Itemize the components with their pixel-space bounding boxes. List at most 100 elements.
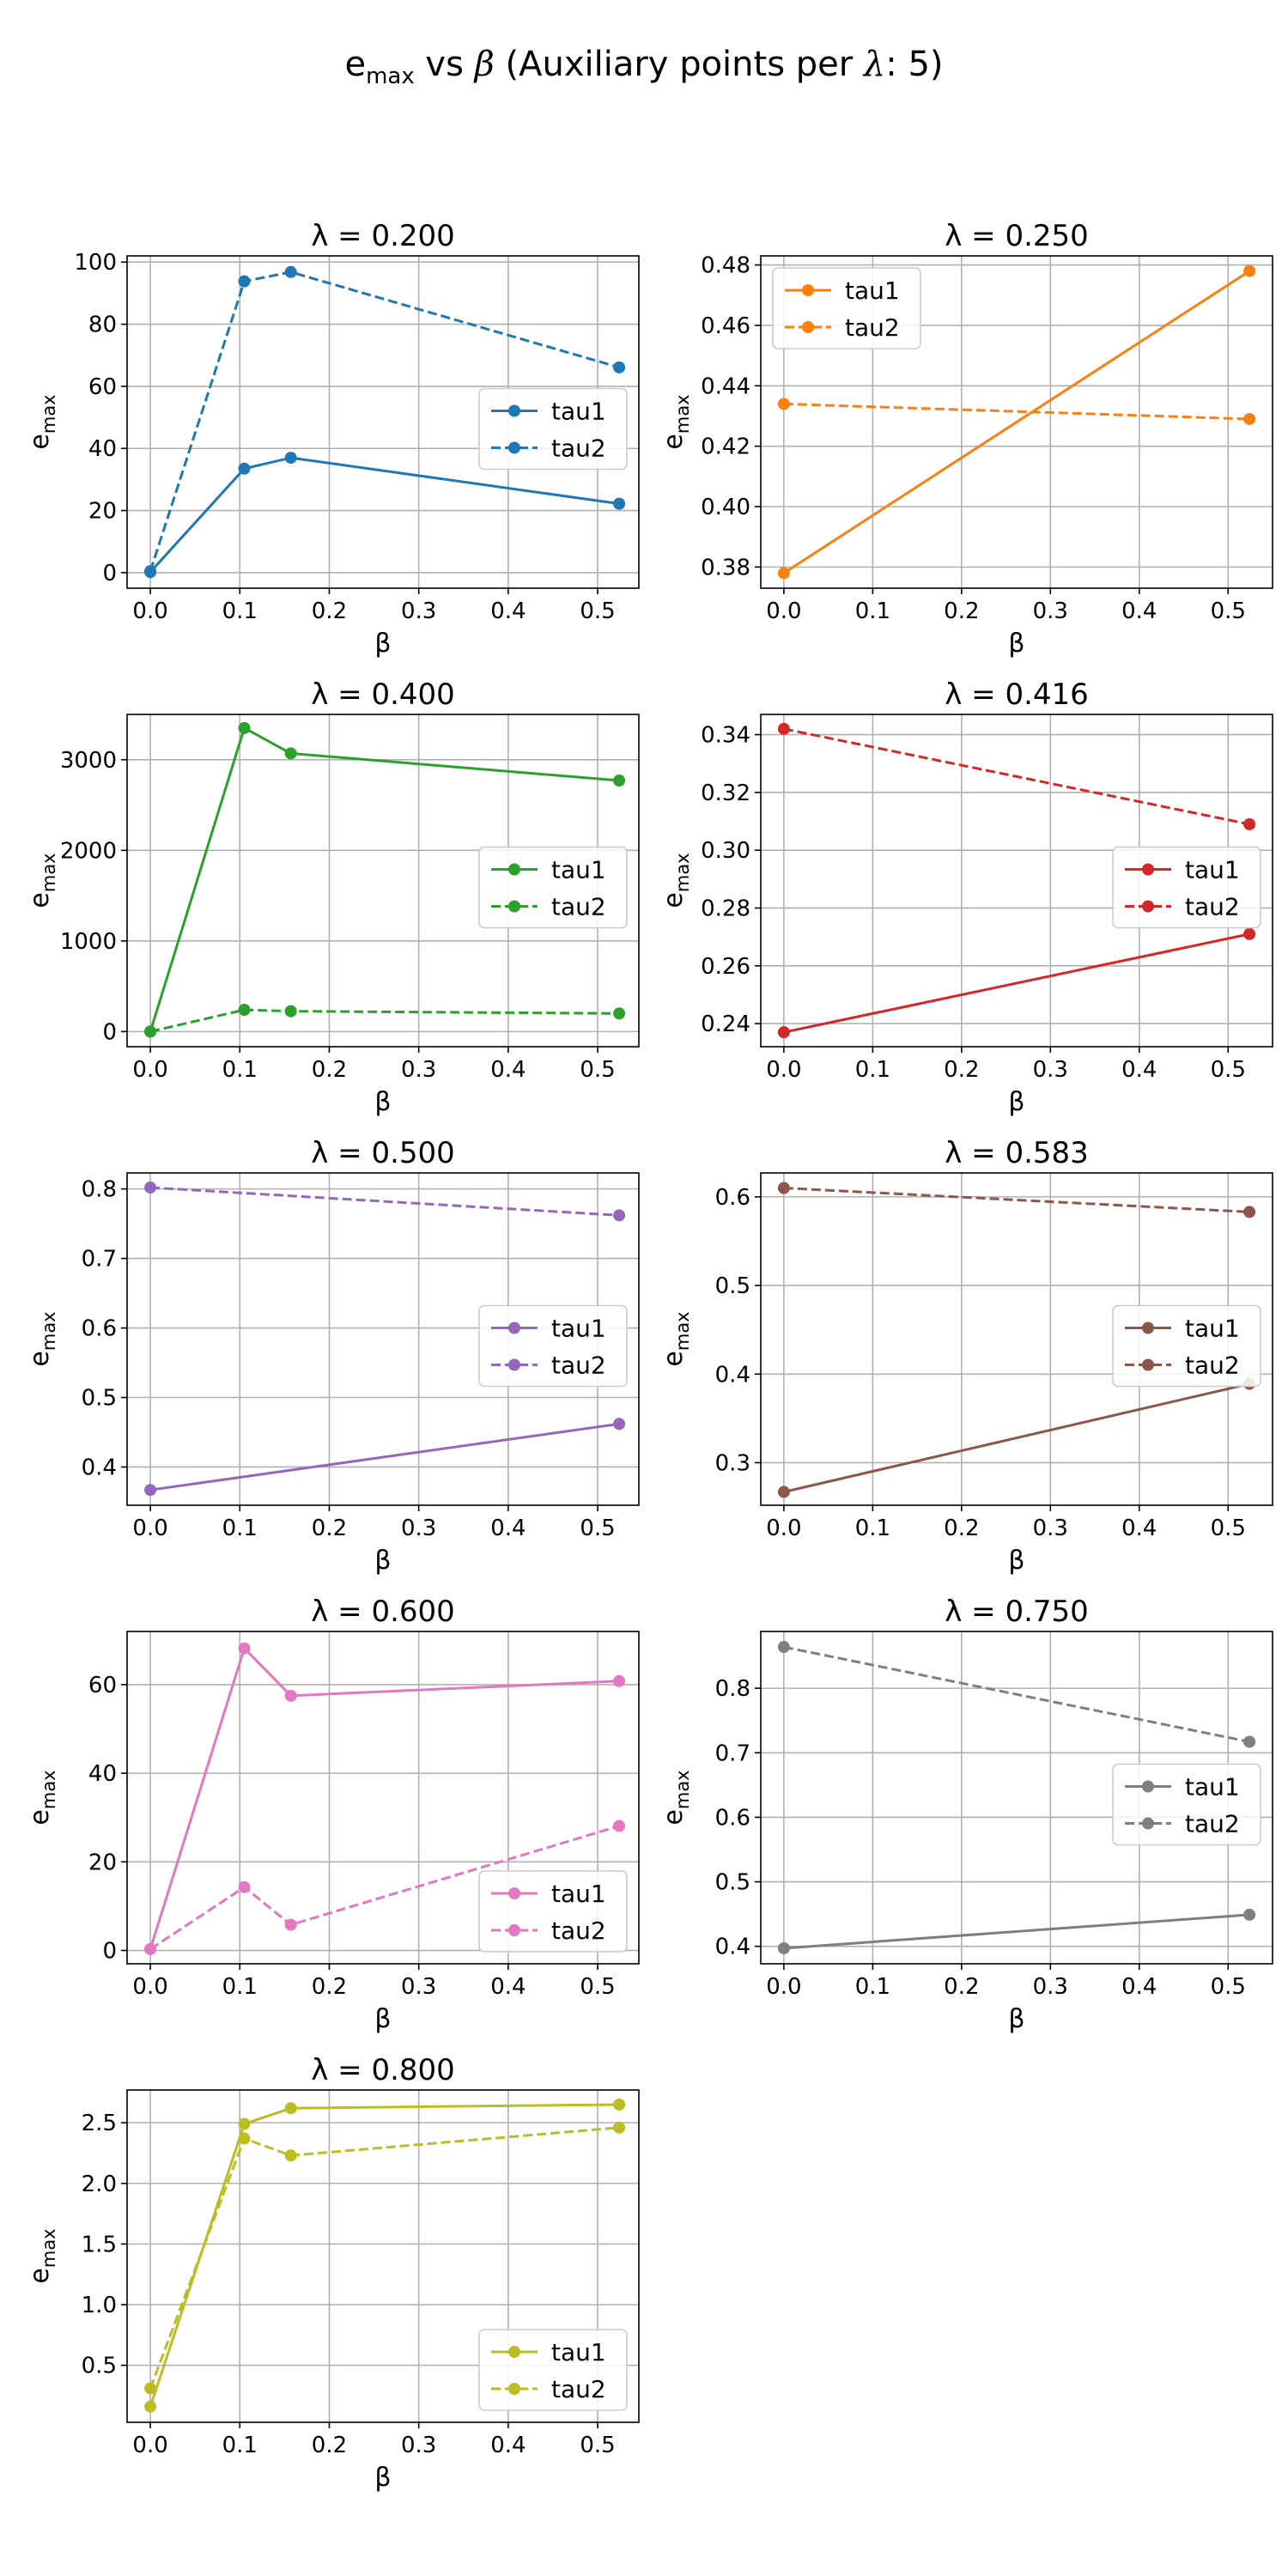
data-point-tau1 [238,1642,251,1655]
y-label-main: e [25,434,55,449]
data-point-tau2 [144,565,157,578]
y-tick-label: 0 [102,1939,117,1965]
subplot-6: 0.0 0.1 0.2 0.3 0.4 0.5 0 20 40 60 λ = 0.600 β emax t… [25,1595,640,2034]
x-axis-label: β [374,1546,391,1576]
data-point-tau1 [284,747,297,760]
x-tick-label: 0.4 [490,2433,526,2458]
data-point-tau1 [613,497,626,510]
subplot-title: λ = 0.583 [945,1136,1089,1170]
data-point-tau2 [238,275,251,288]
legend-label: tau2 [551,2375,606,2403]
data-point-tau2 [144,2382,157,2395]
data-point-tau2 [238,1880,251,1893]
y-tick-label: 1.0 [82,2293,117,2318]
y-label-sub: max [39,853,59,892]
y-axis-label: emax [659,394,693,449]
data-point-tau2 [1243,412,1256,425]
y-label-sub: max [39,2228,59,2268]
y-tick-label: 0.7 [715,1741,750,1766]
subplot-title: λ = 0.400 [311,677,455,712]
legend-label: tau1 [551,1315,606,1343]
legend-label: tau2 [845,313,900,342]
legend-marker [802,284,814,296]
y-tick-label: 0.6 [715,1805,750,1831]
y-axis-label: emax [659,1770,693,1825]
x-axis-label: β [1008,629,1024,659]
legend-marker [508,441,520,454]
data-point-tau1 [1243,1908,1256,1921]
series-line-tau1 [149,726,620,1032]
y-tick-label: 0.46 [701,313,750,339]
x-tick-label: 0.4 [490,1516,526,1541]
axes-frame [126,255,640,589]
legend-marker [508,404,520,417]
title-rest-b: : 5) [885,45,944,84]
x-tick-label: 0.1 [222,2433,258,2458]
x-tick-label: 0.4 [1121,1974,1157,2000]
series-line-tau2 [783,402,1250,421]
legend-marker [802,321,814,333]
x-tick-label: 0.5 [1211,1974,1246,2000]
subplot-8: 0.0 0.1 0.2 0.3 0.4 0.5 0.5 1.0 1.5 2.0 2.5 λ = 0.8… [25,2053,640,2493]
x-tick-label: 0.5 [580,1516,615,1541]
y-tick-label: 0.8 [715,1676,750,1702]
x-tick-label: 0.5 [580,598,615,624]
legend-marker [1142,900,1154,913]
x-tick-label: 0.5 [1211,598,1246,624]
legend-label: tau1 [1185,1773,1240,1801]
x-axis-label: β [374,2004,391,2034]
y-tick-label: 0 [102,1019,117,1045]
subplot-title: λ = 0.600 [311,1595,455,1629]
title-vs: vs [414,45,475,84]
series-line-tau2 [783,727,1250,826]
subplot-title: λ = 0.800 [311,2053,455,2087]
x-tick-label: 0.0 [766,1057,801,1083]
data-point-tau2 [144,1182,157,1194]
y-tick-label: 80 [88,313,117,338]
y-tick-label: 0.44 [701,374,750,399]
axes-frame [760,255,1273,589]
y-tick-label: 0.4 [715,1362,750,1388]
y-label-main: e [25,2268,55,2283]
x-tick-label: 0.5 [580,2433,615,2458]
legend-label: tau1 [845,276,900,305]
y-axis-label: emax [25,1770,59,1825]
y-tick-label: 1.5 [82,2232,117,2257]
x-tick-label: 0.5 [1211,1057,1246,1083]
y-tick-label: 0.8 [82,1177,117,1203]
axes-frame [126,1172,640,1506]
legend-label: tau2 [551,1352,606,1380]
x-tick-label: 0.2 [312,1516,347,1541]
x-tick-label: 0.0 [132,1516,167,1541]
y-label-sub: max [672,1770,693,1809]
data-point-tau1 [238,721,251,734]
title-rest-a: (Auxiliary points per [494,45,864,84]
legend-marker [1142,1358,1154,1371]
series-line-tau1 [783,1382,1250,1493]
subplot-3: 0.0 0.1 0.2 0.3 0.4 0.5 0.24 0.26 0.28 0.30 0.32 0.… [659,677,1273,1117]
legend-marker [1142,863,1154,876]
y-tick-label: 0.24 [701,1012,750,1037]
y-tick-label: 0.5 [715,1870,750,1896]
legend-label: tau2 [1185,1352,1240,1380]
x-tick-label: 0.0 [132,1057,167,1083]
legend-label: tau1 [551,398,606,426]
y-tick-label: 0.28 [701,896,750,921]
data-point-tau2 [1243,817,1256,830]
y-tick-label: 40 [88,436,117,462]
x-tick-label: 0.3 [401,2433,436,2458]
x-tick-label: 0.2 [944,1057,979,1083]
x-tick-label: 0.4 [490,1974,526,2000]
title-e: e [344,45,367,84]
data-point-tau1 [777,1485,790,1498]
subplot-5: 0.0 0.1 0.2 0.3 0.4 0.5 0.3 0.4 0.5 0.6 λ = 0.583 β… [659,1136,1273,1576]
data-point-tau1 [613,1674,626,1687]
data-point-tau1 [1243,264,1256,277]
x-tick-label: 0.4 [1121,1057,1157,1083]
data-point-tau1 [284,452,297,465]
y-tick-label: 0.48 [701,253,750,279]
y-tick-label: 2.0 [82,2172,117,2197]
legend-marker [508,900,520,913]
x-axis-label: β [374,2463,391,2493]
